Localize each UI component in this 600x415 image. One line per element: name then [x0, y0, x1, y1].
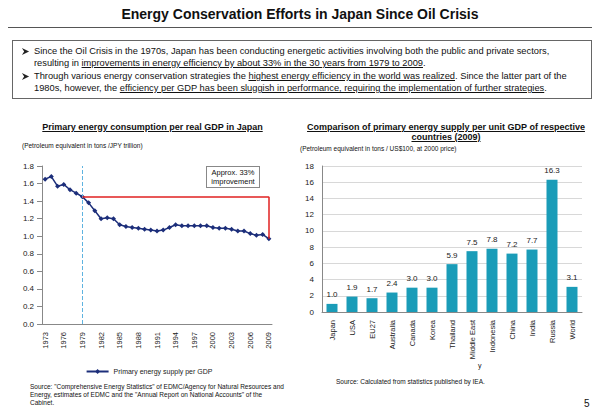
svg-text:2006: 2006: [246, 332, 255, 349]
svg-text:8: 8: [310, 243, 315, 252]
svg-text:1979: 1979: [78, 332, 87, 349]
svg-text:2: 2: [310, 291, 315, 300]
svg-text:5.9: 5.9: [446, 251, 458, 260]
html-text:Through various energy conserv: Through various energy conservation stra…: [34, 71, 567, 93]
svg-text:3.1: 3.1: [566, 273, 578, 282]
html-text:Source: "Comprehensive Energy: Source: "Comprehensive Energy Statistics…: [30, 383, 284, 406]
svg-text:1.6: 1.6: [23, 179, 35, 188]
svg-text:6: 6: [310, 259, 315, 268]
svg-text:1985: 1985: [115, 332, 124, 349]
html-text:(Petroleum equivalent in tons: (Petroleum equivalent in tons / US$100, …: [300, 145, 457, 152]
svg-text:1976: 1976: [59, 332, 68, 349]
svg-text:Korea: Korea: [428, 319, 437, 340]
html-text:y: y: [478, 362, 482, 369]
svg-text:Primary energy supply per GDP: Primary energy supply per GDP: [114, 368, 213, 376]
svg-text:3.0: 3.0: [426, 274, 438, 283]
html-text:5: 5: [584, 398, 590, 409]
svg-text:Middle East: Middle East: [468, 319, 477, 359]
svg-text:Indonesia: Indonesia: [488, 319, 497, 352]
svg-text:7.7: 7.7: [526, 236, 538, 245]
svg-text:1973: 1973: [41, 332, 50, 349]
svg-text:2000: 2000: [208, 332, 217, 349]
svg-text:1.7: 1.7: [366, 285, 378, 294]
html-text:Source: Calculated from statis: Source: Calculated from statistics publi…: [336, 378, 485, 385]
svg-text:1.0: 1.0: [23, 232, 35, 241]
svg-text:7.8: 7.8: [486, 235, 498, 244]
svg-text:14: 14: [305, 194, 314, 203]
svg-text:4: 4: [310, 275, 315, 284]
svg-text:3.0: 3.0: [406, 274, 418, 283]
svg-text:Thailand: Thailand: [448, 320, 457, 349]
svg-text:Australia: Australia: [388, 319, 397, 349]
svg-text:1988: 1988: [134, 332, 143, 349]
svg-text:7.2: 7.2: [506, 240, 518, 249]
svg-text:0.0: 0.0: [23, 320, 35, 329]
svg-text:World: World: [568, 320, 577, 339]
svg-text:1991: 1991: [153, 332, 162, 349]
html-text:Comparison of primary energy s: Comparison of primary energy supply per …: [307, 122, 585, 142]
svg-text:1.2: 1.2: [23, 214, 35, 223]
svg-text:0.4: 0.4: [23, 284, 35, 293]
svg-text:1.9: 1.9: [346, 283, 358, 292]
svg-text:Russia: Russia: [548, 319, 557, 343]
svg-text:1982: 1982: [97, 332, 106, 349]
svg-text:2003: 2003: [227, 332, 236, 349]
svg-text:18: 18: [305, 162, 314, 171]
svg-text:2009: 2009: [264, 332, 273, 349]
svg-text:1994: 1994: [171, 332, 180, 349]
html-text:Approx. 33% improvement: Approx. 33% improvement: [211, 168, 255, 186]
svg-text:USA: USA: [348, 320, 357, 335]
svg-text:0: 0: [310, 308, 315, 317]
html-text:Primary energy consumption per: Primary energy consumption per real GDP …: [42, 122, 263, 132]
svg-text:12: 12: [305, 210, 314, 219]
svg-text:India: India: [528, 319, 537, 336]
svg-text:1997: 1997: [190, 332, 199, 349]
svg-text:Canada: Canada: [408, 319, 417, 346]
svg-text:0.6: 0.6: [23, 267, 35, 276]
svg-text:Japan: Japan: [328, 320, 337, 340]
svg-text:1.0: 1.0: [326, 290, 338, 299]
svg-text:EU27: EU27: [368, 320, 377, 339]
svg-text:16.3: 16.3: [544, 166, 560, 175]
svg-text:0.2: 0.2: [23, 302, 35, 311]
svg-text:2.4: 2.4: [386, 279, 398, 288]
svg-text:1.4: 1.4: [23, 197, 35, 206]
svg-text:China: China: [508, 319, 517, 339]
html-text:(Petroleum equivalent in tons: (Petroleum equivalent in tons /JPY trill…: [22, 142, 143, 149]
html-text:Energy Conservation Efforts in: Energy Conservation Efforts in Japan Sin…: [121, 6, 479, 22]
html-text:Since the Oil Crisis in the 19: Since the Oil Crisis in the 1970s, Japan…: [34, 46, 550, 68]
svg-text:0.8: 0.8: [23, 249, 35, 258]
svg-text:16: 16: [305, 178, 314, 187]
svg-text:1.8: 1.8: [23, 162, 35, 171]
svg-text:7.5: 7.5: [466, 238, 478, 247]
svg-text:10: 10: [305, 226, 314, 235]
